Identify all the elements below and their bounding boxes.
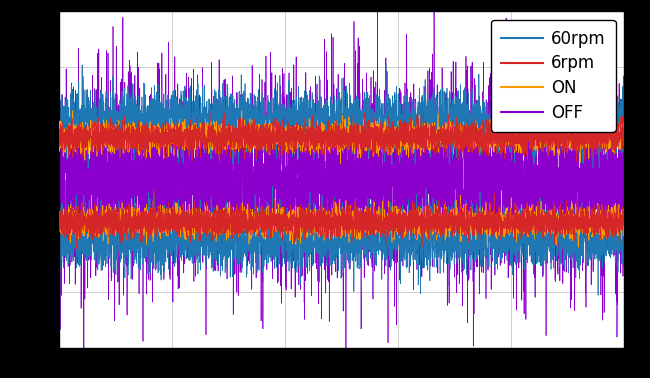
- Legend: 60rpm, 6rpm, ON, OFF: 60rpm, 6rpm, ON, OFF: [491, 20, 616, 132]
